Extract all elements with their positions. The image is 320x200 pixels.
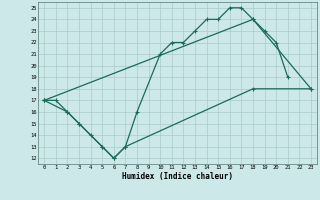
X-axis label: Humidex (Indice chaleur): Humidex (Indice chaleur) [122, 172, 233, 181]
